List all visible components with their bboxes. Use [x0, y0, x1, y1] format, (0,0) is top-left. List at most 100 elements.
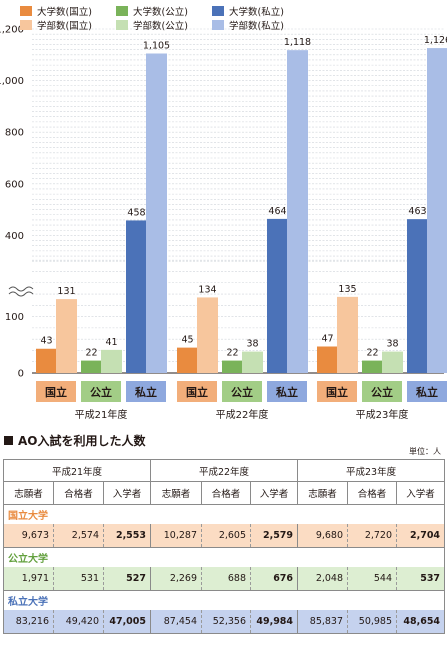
group-row-national: 国立大学	[2, 504, 446, 524]
group-label-private: 私立大学	[2, 590, 446, 610]
table-cell: 2,605	[201, 524, 252, 548]
axis-break-mark	[8, 291, 34, 297]
y-tick-label: 600	[5, 179, 24, 190]
legend-label: 大学数(公立)	[133, 6, 188, 18]
bar-value-label: 464	[268, 206, 286, 217]
table-row-national: 9,673 2,574 2,553 10,287 2,605 2,579 9,6…	[3, 524, 446, 548]
table-cell: 2,720	[347, 524, 398, 548]
year-header: 平成23年度	[297, 459, 446, 482]
bar	[101, 349, 122, 373]
bar-value-label: 1,105	[143, 41, 170, 52]
table-cell: 2,048	[297, 567, 349, 591]
table-cell: 544	[347, 567, 398, 591]
table-cell: 676	[250, 567, 299, 591]
legend-label: 大学数(私立)	[229, 6, 284, 18]
axis-break-mark	[8, 286, 34, 292]
subheader-applicants: 志願者	[150, 481, 203, 505]
bar-value-label: 38	[386, 339, 398, 350]
table-cell: 49,984	[250, 610, 299, 634]
bar	[427, 48, 447, 373]
category-label: 私立	[276, 385, 298, 399]
table-cell: 9,673	[3, 524, 54, 548]
bar-value-label: 458	[127, 207, 145, 218]
group-row-public: 公立大学	[2, 547, 446, 567]
table-cell: 49,420	[53, 610, 104, 634]
subheader-accepted: 合格者	[347, 481, 398, 505]
group-row-private: 私立大学	[2, 590, 446, 610]
bar	[81, 360, 102, 373]
category-label: 私立	[135, 385, 157, 399]
legend-label: 学部数(国立)	[37, 20, 92, 32]
table-row-private: 83,216 49,420 47,005 87,454 52,356 49,98…	[3, 610, 446, 634]
bar-value-label: 22	[366, 348, 378, 359]
bar-value-label: 1,118	[284, 37, 311, 48]
year-header: 平成21年度	[2, 459, 152, 482]
bar	[126, 220, 147, 373]
table-cell: 83,216	[3, 610, 54, 634]
category-label: 国立	[326, 385, 348, 399]
table-cell: 10,287	[150, 524, 203, 548]
bar	[382, 351, 403, 373]
y-tick-label: 800	[5, 128, 24, 139]
section-title-text: AO入試を利用した人数	[18, 434, 146, 448]
year-header: 平成22年度	[150, 459, 299, 482]
bar	[197, 297, 218, 373]
bar-value-label: 22	[85, 348, 97, 359]
bar-value-label: 463	[408, 206, 426, 217]
bar	[317, 346, 338, 373]
legend-swatch	[212, 20, 224, 30]
bar-value-label: 38	[246, 339, 258, 350]
category-label-box	[126, 381, 166, 402]
bar-value-label: 134	[198, 284, 216, 295]
category-label-box	[317, 381, 357, 402]
y-tick-label: 0	[18, 369, 24, 380]
bar	[146, 53, 167, 373]
year-label: 平成23年度	[356, 408, 409, 421]
y-tick-label: 1,200	[0, 25, 24, 36]
section-title: AO入試を利用した人数	[4, 432, 146, 449]
bar-value-label: 45	[181, 335, 193, 346]
category-label-box	[267, 381, 307, 402]
subheader-enrolled: 入学者	[250, 481, 299, 505]
subheader-accepted: 合格者	[201, 481, 252, 505]
subheader-applicants: 志願者	[3, 481, 54, 505]
legend-swatch	[116, 6, 128, 16]
table-cell: 85,837	[297, 610, 349, 634]
table-cell: 48,654	[396, 610, 446, 634]
y-tick-label: 400	[5, 231, 24, 242]
bar	[242, 351, 263, 373]
year-label: 平成22年度	[216, 408, 269, 421]
bar-value-label: 41	[105, 337, 117, 348]
bar	[287, 50, 308, 373]
y-tick-label: 1,000	[0, 76, 24, 87]
bar-chart: 0 100 400 600 800 1,000 1,200 大学数(国立) 大学数(公立) 大学数…	[0, 6, 447, 421]
table-cell: 52,356	[201, 610, 252, 634]
legend-swatch	[116, 20, 128, 30]
bar-value-label: 47	[321, 333, 333, 344]
subheader-enrolled: 入学者	[396, 481, 446, 505]
bar-value-label: 131	[57, 286, 75, 297]
legend-swatch	[20, 6, 32, 16]
bar-value-label: 22	[226, 348, 238, 359]
bar	[267, 218, 288, 373]
legend-label: 学部数(公立)	[133, 20, 188, 32]
bar	[177, 347, 198, 373]
ao-admissions-table: 平成21年度 平成22年度 平成23年度 志願者 合格者 入学者 志願者 合格者…	[2, 459, 446, 634]
group-label-national: 国立大学	[2, 504, 446, 524]
table-cell: 50,985	[347, 610, 398, 634]
table-cell: 688	[201, 567, 252, 591]
subheader-row: 志願者 合格者 入学者 志願者 合格者 入学者 志願者 合格者 入学者	[3, 481, 446, 505]
table-cell: 2,269	[150, 567, 203, 591]
category-label-box	[36, 381, 76, 402]
category-label: 公立	[90, 385, 112, 399]
category-label: 公立	[231, 385, 253, 399]
unit-note: 単位：人	[409, 447, 441, 456]
bar	[362, 360, 383, 373]
bar-value-label: 1,126	[424, 35, 447, 46]
category-label-box	[407, 381, 447, 402]
category-label: 国立	[186, 385, 208, 399]
table-cell: 87,454	[150, 610, 203, 634]
legend-swatch	[20, 20, 32, 30]
category-label-box	[222, 381, 262, 402]
table-cell: 2,704	[396, 524, 446, 548]
